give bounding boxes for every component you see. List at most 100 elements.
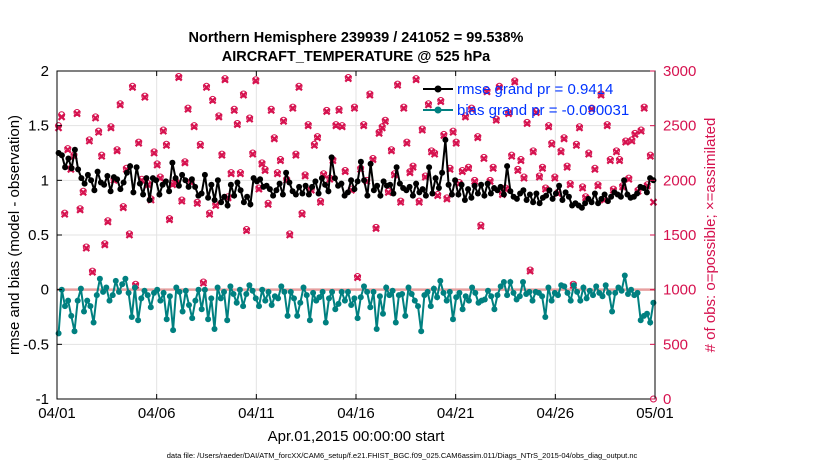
- bias-point: [173, 284, 180, 291]
- x-tick-label: 04/26: [537, 405, 575, 422]
- obs-possible-point: [85, 136, 93, 144]
- obs-possible-point: [612, 147, 620, 155]
- legend-rmse-marker: [434, 85, 442, 93]
- y-left-tick-label: 2: [41, 63, 49, 80]
- bias-point: [259, 286, 266, 293]
- obs-possible-point: [366, 90, 374, 98]
- bias-point: [332, 306, 339, 313]
- obs-possible-point: [465, 163, 473, 171]
- bias-point: [497, 283, 504, 290]
- footer-data-file: data file: /Users/raeder/DAI/ATM_forcXX/…: [167, 451, 638, 460]
- obs-assimilated-point: [205, 210, 214, 219]
- bias-point: [160, 289, 167, 296]
- bias-point: [618, 287, 625, 294]
- bias-point: [217, 295, 224, 302]
- y-right-tick-label: 2000: [663, 172, 696, 189]
- obs-possible-point: [153, 160, 161, 168]
- rmse-point: [328, 154, 335, 161]
- bias-point: [119, 281, 126, 288]
- rmse-point: [302, 182, 309, 189]
- rmse-point: [351, 186, 358, 193]
- rmse-point: [513, 195, 520, 202]
- rmse-point: [559, 197, 566, 203]
- obs-assimilated-point: [504, 109, 513, 118]
- bias-point: [539, 293, 546, 300]
- obs-possible-point: [637, 126, 645, 134]
- rmse-point: [205, 194, 212, 201]
- obs-assimilated-point: [640, 104, 648, 112]
- bias-point: [297, 299, 304, 306]
- y-left-tick-label: 0.5: [28, 227, 49, 244]
- obs-possible-point: [98, 151, 106, 159]
- obs-possible-point: [591, 164, 599, 172]
- obs-possible-point: [535, 172, 543, 180]
- rmse-point: [432, 175, 439, 182]
- rmse-point: [146, 197, 153, 203]
- bias-point: [392, 319, 399, 326]
- y-right-tick-label: 2500: [663, 118, 696, 135]
- bias-point: [338, 288, 345, 295]
- rmse-point: [201, 171, 208, 178]
- bias-point: [205, 316, 212, 323]
- obs-possible-point: [415, 197, 423, 205]
- rmse-point: [455, 191, 462, 198]
- rmse-point: [133, 164, 140, 171]
- bias-point: [62, 303, 68, 310]
- obs-possible-point: [125, 230, 133, 238]
- bias-point: [291, 295, 297, 302]
- obs-assimilated-point: [245, 115, 254, 123]
- obs-possible-point: [372, 223, 380, 231]
- bias-series: [55, 272, 657, 337]
- rmse-point: [270, 192, 277, 199]
- rmse-point: [224, 202, 231, 209]
- rmse-point: [104, 173, 111, 179]
- obs-assimilated-point: [578, 184, 587, 192]
- rmse-point: [530, 199, 537, 206]
- obs-possible-point: [551, 173, 559, 181]
- obs-assimilated-point: [239, 91, 248, 99]
- obs-possible-point: [597, 90, 605, 98]
- obs-possible-point: [273, 169, 281, 177]
- obs-assimilated-point: [359, 121, 368, 130]
- bias-point: [103, 284, 110, 291]
- bias-point: [634, 289, 641, 296]
- rmse-point: [65, 155, 72, 162]
- obs-assimilated-point: [211, 201, 220, 210]
- rmse-point: [643, 189, 650, 196]
- obs-assimilated-point: [418, 126, 427, 134]
- rmse-point: [526, 191, 533, 198]
- bias-point: [131, 284, 138, 291]
- bias-point: [567, 297, 574, 304]
- rmse-point: [364, 192, 371, 199]
- x-tick-labels: 04/01 04/06 04/11 04/16 04/21 04/26 05/01: [38, 405, 674, 422]
- obs-possible-point: [489, 163, 497, 171]
- rmse-point: [273, 187, 280, 194]
- rmse-point: [374, 182, 381, 189]
- obs-assimilated-point: [507, 152, 516, 161]
- bias-point: [252, 295, 259, 302]
- obs-possible-point: [529, 147, 537, 155]
- obs-possible-point: [166, 215, 174, 223]
- rmse-point: [81, 180, 88, 187]
- obs-possible-point: [280, 116, 288, 124]
- bias-point: [491, 306, 498, 313]
- bias-point: [278, 283, 285, 290]
- bias-point: [647, 319, 654, 326]
- obs-assimilated-point: [248, 150, 257, 158]
- bias-point: [376, 293, 383, 300]
- bias-point: [526, 288, 533, 295]
- obs-assimilated-point: [141, 93, 149, 102]
- obs-assimilated-point: [591, 165, 599, 174]
- bias-point: [542, 314, 549, 320]
- obs-assimilated-point: [279, 117, 288, 126]
- obs-possible-point: [264, 199, 272, 207]
- obs-possible-point: [387, 146, 395, 154]
- y-right-tick-label: 3000: [663, 63, 696, 80]
- rmse-point: [211, 197, 218, 203]
- obs-possible-point: [603, 121, 611, 129]
- bias-point: [122, 275, 129, 282]
- legend-rmse-label: rmse grand pr = 0.9414: [457, 81, 613, 98]
- bias-point: [96, 275, 103, 282]
- rmse-point: [435, 185, 442, 191]
- bias-point: [281, 288, 288, 295]
